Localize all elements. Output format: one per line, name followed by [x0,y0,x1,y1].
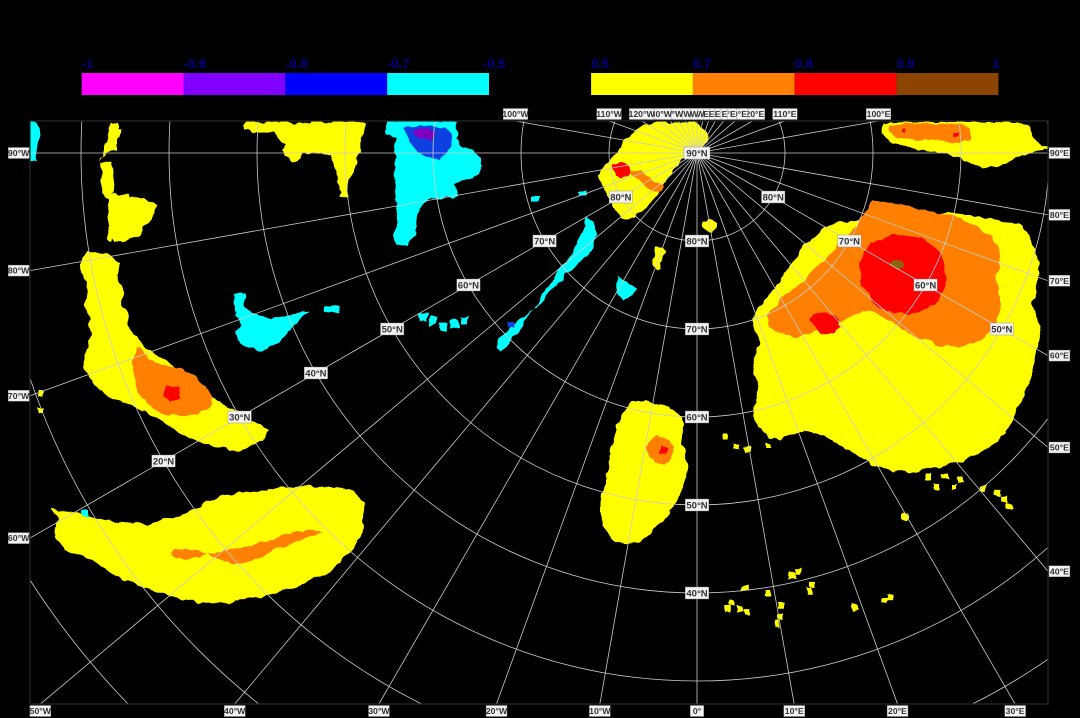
svg-text:50°W: 50°W [30,706,52,716]
svg-text:80°N: 80°N [610,192,631,203]
svg-text:110°W: 110°W [596,109,622,119]
svg-text:50°N: 50°N [686,500,707,511]
svg-text:40°E: 40°E [1050,566,1069,576]
svg-text:50°N: 50°N [382,324,403,335]
svg-text:80°N: 80°N [763,192,784,203]
svg-text:70°N: 70°N [686,324,707,335]
svg-text:100°W: 100°W [502,109,529,119]
svg-text:50°E: 50°E [1050,443,1069,453]
svg-text:30°N: 30°N [229,412,250,423]
svg-text:70°N: 70°N [534,236,555,247]
svg-text:-0.9: -0.9 [184,56,206,71]
svg-text:120°W: 120°W [629,109,656,119]
svg-text:100°E: 100°E [867,109,891,119]
svg-text:10°W: 10°W [589,706,611,716]
svg-text:80°W: 80°W [8,266,30,276]
svg-text:70°N: 70°N [839,236,860,247]
svg-text:-1: -1 [82,56,94,71]
svg-text:30°E: 30°E [1006,706,1025,716]
svg-text:0.7: 0.7 [693,56,711,71]
svg-text:50°N: 50°N [991,324,1012,335]
svg-text:0.8: 0.8 [795,56,813,71]
svg-text:70°E: 70°E [1050,276,1069,286]
svg-text:40°N: 40°N [305,368,326,379]
svg-text:60°N: 60°N [686,412,707,423]
svg-text:90°E: 90°E [1050,148,1069,158]
svg-text:-0.7: -0.7 [387,56,409,71]
svg-text:20°E: 20°E [888,706,907,716]
svg-text:40°N: 40°N [686,588,707,599]
svg-text:0.5: 0.5 [591,56,609,71]
svg-text:20°W: 20°W [486,706,508,716]
svg-text:90°W: 90°W [8,148,30,158]
svg-text:20°N: 20°N [153,456,174,467]
svg-text:-0.8: -0.8 [285,56,307,71]
svg-text:70°W: 70°W [8,391,30,401]
svg-text:60°W: 60°W [8,533,30,543]
svg-text:10°E: 10°E [785,706,804,716]
svg-text:40°W: 40°W [224,706,246,716]
svg-text:30°W: 30°W [368,706,390,716]
svg-text:0.9: 0.9 [897,56,915,71]
svg-text:0°: 0° [693,706,702,716]
svg-text:60°N: 60°N [458,280,479,291]
svg-text:60°E: 60°E [1050,351,1069,361]
svg-text:90°N: 90°N [686,148,707,159]
svg-text:80°N: 80°N [686,236,707,247]
svg-text:60°N: 60°N [915,280,936,291]
svg-text:110°E: 110°E [773,109,796,119]
svg-text:-0.5: -0.5 [483,56,505,71]
svg-text:1: 1 [993,56,1000,71]
svg-text:80°E: 80°E [1050,210,1069,220]
